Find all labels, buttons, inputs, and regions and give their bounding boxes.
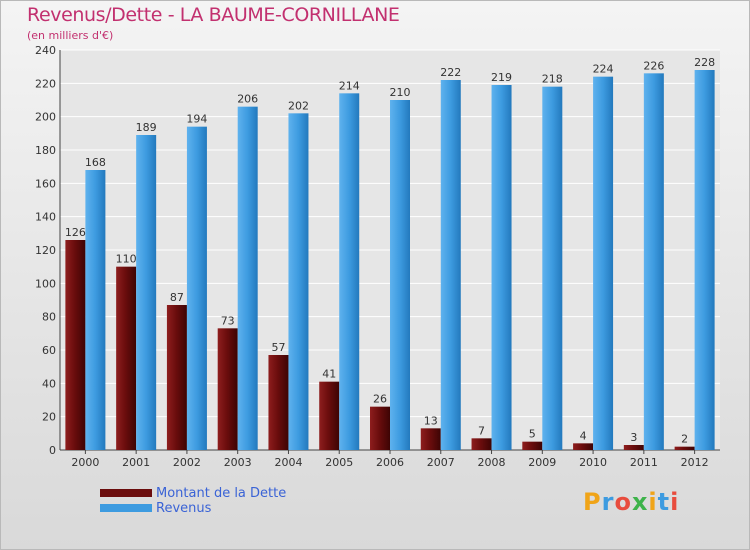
bar-revenus xyxy=(643,73,664,450)
y-tick-label: 200 xyxy=(35,111,56,124)
bar-dette xyxy=(116,266,137,450)
bar-revenus xyxy=(390,100,410,450)
y-tick-label: 180 xyxy=(35,144,56,157)
bar-chart: 0 20 40 60 80 100 120 140 160 180 200 220 240 126 168 2… xyxy=(35,44,720,469)
data-label-dette: 26 xyxy=(373,393,387,406)
logo-letter: i xyxy=(670,488,680,516)
y-tick-label: 120 xyxy=(35,244,56,257)
bar-revenus xyxy=(136,135,157,450)
y-tick-label: 60 xyxy=(42,344,56,357)
x-tick-label: 2008 xyxy=(478,456,506,469)
bar-dette xyxy=(420,428,441,450)
data-label-revenus: 222 xyxy=(440,66,461,79)
bar-revenus xyxy=(440,80,461,450)
data-label-revenus: 168 xyxy=(85,156,106,169)
x-tick-label: 2004 xyxy=(274,456,302,469)
bar-dette xyxy=(674,446,695,450)
chart-subtitle: (en milliers d'€) xyxy=(27,29,114,42)
data-label-dette: 13 xyxy=(424,414,438,427)
data-label-dette: 126 xyxy=(65,226,86,239)
y-tick-label: 40 xyxy=(42,377,56,390)
data-label-revenus: 218 xyxy=(542,73,563,86)
bar-revenus xyxy=(186,126,207,451)
logo-letter: o xyxy=(614,488,632,516)
data-label-revenus: 194 xyxy=(186,113,207,126)
bar-dette xyxy=(319,381,340,450)
data-label-dette: 7 xyxy=(478,424,485,437)
bar-revenus xyxy=(542,86,563,451)
x-tick-label: 2011 xyxy=(630,456,658,469)
bar-revenus xyxy=(491,85,512,450)
bar-revenus xyxy=(593,76,614,451)
data-label-dette: 110 xyxy=(116,253,137,266)
bar-revenus xyxy=(237,106,258,451)
bar-revenus xyxy=(339,93,360,450)
data-label-revenus: 224 xyxy=(593,63,614,76)
legend-label-dette: Montant de la Dette xyxy=(156,486,287,501)
bar-dette xyxy=(623,445,644,450)
data-label-revenus: 206 xyxy=(237,93,258,106)
y-tick-label: 220 xyxy=(35,77,56,90)
bar-dette xyxy=(573,443,594,450)
bar-revenus xyxy=(694,70,715,450)
y-tick-label: 0 xyxy=(49,444,56,457)
bar-dette xyxy=(471,438,492,450)
y-tick-label: 20 xyxy=(42,411,56,424)
x-tick-label: 2006 xyxy=(376,456,404,469)
bar-revenus xyxy=(288,113,309,450)
chart-title: Revenus/Dette - LA BAUME-CORNILLANE xyxy=(27,4,400,26)
data-label-dette: 4 xyxy=(580,429,587,442)
logo-letter: P xyxy=(583,488,602,516)
data-label-dette: 3 xyxy=(630,431,637,444)
data-label-dette: 87 xyxy=(170,291,184,304)
bar-dette xyxy=(370,406,390,450)
x-tick-label: 2007 xyxy=(427,456,455,469)
data-label-revenus: 228 xyxy=(694,56,715,69)
proxiti-logo: Proxiti xyxy=(583,488,679,516)
x-tick-label: 2005 xyxy=(325,456,353,469)
bar-revenus xyxy=(85,170,106,450)
logo-letter: r xyxy=(601,488,615,516)
y-tick-label: 240 xyxy=(35,44,56,57)
data-label-revenus: 189 xyxy=(136,121,157,134)
bar-dette xyxy=(166,305,187,450)
logo-letter: t xyxy=(657,488,671,516)
data-label-dette: 57 xyxy=(271,341,285,354)
x-tick-label: 2000 xyxy=(71,456,99,469)
legend-swatch-revenus xyxy=(100,504,152,512)
y-tick-label: 140 xyxy=(35,211,56,224)
x-tick-label: 2003 xyxy=(224,456,252,469)
data-label-dette: 5 xyxy=(529,428,536,441)
logo-letter: x xyxy=(631,488,649,516)
data-label-revenus: 210 xyxy=(390,86,411,99)
data-label-dette: 73 xyxy=(221,314,235,327)
y-tick-label: 100 xyxy=(35,277,56,290)
x-tick-label: 2001 xyxy=(122,456,150,469)
bar-dette xyxy=(522,441,543,450)
data-label-revenus: 202 xyxy=(288,99,309,112)
data-label-dette: 2 xyxy=(681,433,688,446)
x-tick-label: 2012 xyxy=(681,456,709,469)
data-label-revenus: 226 xyxy=(643,59,664,72)
logo-letter: i xyxy=(648,488,658,516)
x-tick-label: 2002 xyxy=(173,456,201,469)
data-label-revenus: 214 xyxy=(339,79,360,92)
data-label-dette: 41 xyxy=(322,368,336,381)
data-label-revenus: 219 xyxy=(491,71,512,84)
legend-swatch-dette xyxy=(100,489,152,497)
x-tick-label: 2010 xyxy=(579,456,607,469)
x-tick-label: 2009 xyxy=(528,456,556,469)
bar-dette xyxy=(217,328,238,450)
y-tick-label: 160 xyxy=(35,177,56,190)
bar-dette xyxy=(65,240,86,450)
bar-dette xyxy=(268,355,289,450)
y-tick-label: 80 xyxy=(42,311,56,324)
legend-label-revenus: Revenus xyxy=(156,501,212,516)
